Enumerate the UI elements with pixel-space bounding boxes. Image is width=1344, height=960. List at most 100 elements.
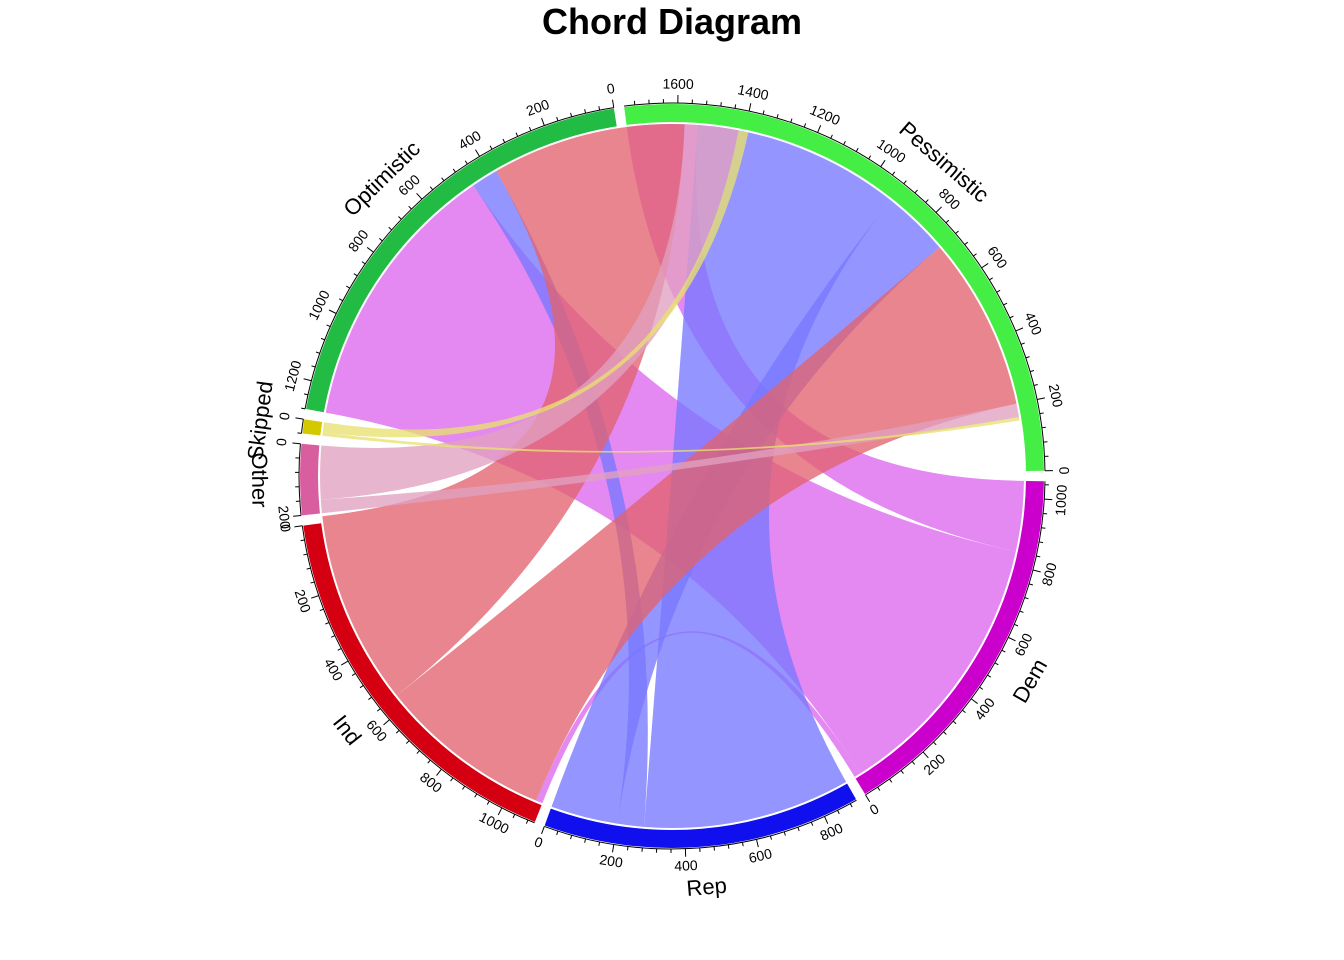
link-other-pessimistic (320, 403, 1020, 514)
tick-label-pessimistic: 1200 (808, 101, 843, 128)
minor-tick-pessimistic (843, 141, 846, 146)
minor-tick-ind (325, 622, 330, 625)
major-tick-dem (865, 794, 871, 802)
tick-label-dem: 1000 (1052, 484, 1070, 516)
minor-tick-rep (810, 821, 814, 826)
sector-dem (855, 480, 1044, 795)
minor-tick-optimistic (303, 393, 309, 396)
minor-tick-optimistic (311, 365, 316, 368)
minor-tick-optimistic (408, 205, 412, 210)
major-tick-dem (922, 751, 929, 759)
major-tick-pessimistic (1015, 327, 1024, 332)
tick-label-rep: 600 (747, 845, 774, 866)
minor-tick-ind (416, 750, 420, 754)
major-tick-pessimistic (880, 159, 886, 168)
tick-label-other: 200 (275, 505, 293, 530)
major-tick-dem (970, 698, 978, 704)
major-tick-ind (294, 525, 303, 528)
major-tick-optimistic (475, 149, 480, 157)
minor-tick-pessimistic (830, 134, 833, 139)
sector-rep (544, 783, 857, 848)
major-tick-pessimistic (748, 103, 752, 112)
minor-tick-optimistic (441, 177, 445, 182)
minor-tick-pessimistic (914, 189, 918, 194)
tick-label-rep: 400 (674, 857, 698, 874)
tick-label-dem: 400 (971, 694, 998, 722)
sector-label-ind: Ind (328, 710, 367, 750)
minor-tick-optimistic (502, 138, 506, 143)
sector-label-rep: Rep (685, 873, 727, 901)
tick-label-ind: 1000 (477, 809, 512, 838)
tick-label-optimistic: 200 (524, 96, 552, 119)
minor-tick-ind (512, 814, 516, 819)
minor-tick-rep (598, 841, 601, 846)
minor-tick-pessimistic (1009, 315, 1014, 319)
sector-skipped (302, 419, 323, 436)
minor-tick-ind (525, 819, 529, 824)
minor-tick-optimistic (315, 351, 320, 354)
sectors-layer (299, 104, 1044, 848)
minor-tick-pessimistic (1039, 412, 1044, 415)
minor-tick-pessimistic (1025, 356, 1030, 359)
major-tick-ind (436, 768, 442, 776)
tick-label-pessimistic: 400 (1022, 310, 1046, 338)
minor-tick-ind (331, 635, 336, 638)
minor-tick-ind (351, 672, 356, 676)
tick-label-ind: 400 (321, 655, 347, 683)
minor-tick-pessimistic (945, 219, 950, 224)
minor-tick-dem (911, 761, 916, 765)
minor-tick-rep (783, 831, 786, 836)
minor-tick-rep (584, 838, 587, 843)
minor-tick-ind (462, 785, 466, 790)
major-tick-pessimistic (1036, 397, 1045, 400)
minor-tick-optimistic (326, 324, 331, 328)
minor-tick-ind (376, 708, 381, 712)
minor-tick-dem (952, 720, 957, 725)
minor-tick-rep (741, 842, 744, 847)
major-tick-dem (1008, 636, 1016, 642)
minor-tick-dem (877, 786, 881, 791)
minor-tick-optimistic (398, 216, 402, 220)
minor-tick-dem (987, 674, 992, 678)
minor-tick-dem (900, 770, 904, 774)
major-tick-rep (541, 826, 545, 835)
minor-tick-rep (849, 803, 853, 808)
minor-tick-ind (303, 553, 308, 556)
minor-tick-optimistic (388, 226, 393, 231)
tick-label-rep: 0 (532, 833, 545, 851)
link-rep-pessimistic (551, 200, 940, 824)
major-tick-optimistic (328, 309, 337, 314)
minor-tick-rep (837, 810, 840, 815)
minor-tick-rep (769, 835, 772, 840)
axis-line-rep (544, 799, 857, 850)
minor-tick-rep (797, 826, 800, 832)
minor-tick-pessimistic (973, 253, 977, 257)
minor-tick-ind (319, 608, 324, 612)
link-other-optimistic (320, 124, 739, 500)
tick-label-other: 0 (273, 437, 290, 446)
minor-tick-ind (306, 567, 311, 570)
minor-tick-ind (310, 581, 315, 584)
minor-tick-pessimistic (1029, 370, 1035, 373)
tick-label-pessimistic: 0 (1056, 467, 1072, 475)
minor-tick-dem (994, 662, 999, 666)
minor-tick-dem (1001, 649, 1006, 653)
tick-label-pessimistic: 600 (984, 243, 1010, 271)
minor-tick-optimistic (528, 126, 532, 131)
link-ind-optimistic (322, 124, 685, 696)
minor-tick-dem (1036, 555, 1041, 558)
links-layer (320, 124, 1024, 828)
major-tick-other (293, 514, 302, 517)
sector-label-skipped: Skipped (242, 379, 277, 461)
major-tick-rep (824, 816, 829, 824)
major-tick-pessimistic (935, 206, 942, 213)
minor-tick-pessimistic (1003, 302, 1008, 306)
tick-label-dem: 600 (1011, 630, 1036, 658)
minor-tick-optimistic (584, 109, 587, 114)
tick-label-pessimistic: 1600 (662, 76, 694, 92)
tick-label-optimistic: 800 (345, 226, 372, 254)
sector-label-other: Other (247, 452, 273, 507)
minor-tick-optimistic (464, 160, 468, 165)
minor-tick-optimistic (339, 298, 344, 302)
